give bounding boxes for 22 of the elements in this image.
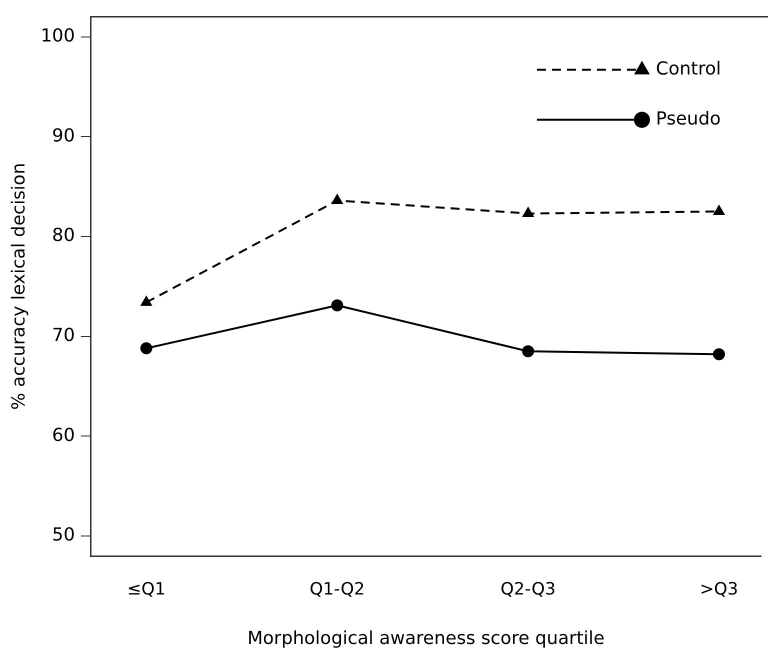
point: [331, 299, 344, 312]
y-tick-label: 50: [52, 524, 75, 546]
y-axis-title: % accuracy lexical decision: [8, 162, 30, 410]
x-tick-label: >Q3: [700, 580, 738, 600]
legend-label: Pseudo: [656, 108, 721, 130]
y-tick-label: 70: [52, 325, 75, 346]
y-tick-label: 100: [40, 25, 75, 46]
x-tick-label: Q2-Q3: [500, 580, 556, 600]
point: [140, 342, 152, 354]
y-tick-label: 80: [52, 225, 75, 246]
point: [713, 348, 726, 360]
y-tick-label: 60: [52, 424, 75, 446]
y-tick-label: 90: [52, 125, 75, 146]
x-axis-title: Morphological awareness score quartile: [247, 628, 605, 649]
point: [522, 208, 534, 218]
point: [714, 206, 724, 216]
point: [332, 194, 343, 204]
legend-label: Control: [656, 58, 722, 80]
point: [140, 296, 152, 306]
x-tick-label: Q1-Q2: [310, 580, 365, 600]
x-tick-label: ≤Q1: [127, 580, 166, 600]
point: [522, 345, 534, 358]
